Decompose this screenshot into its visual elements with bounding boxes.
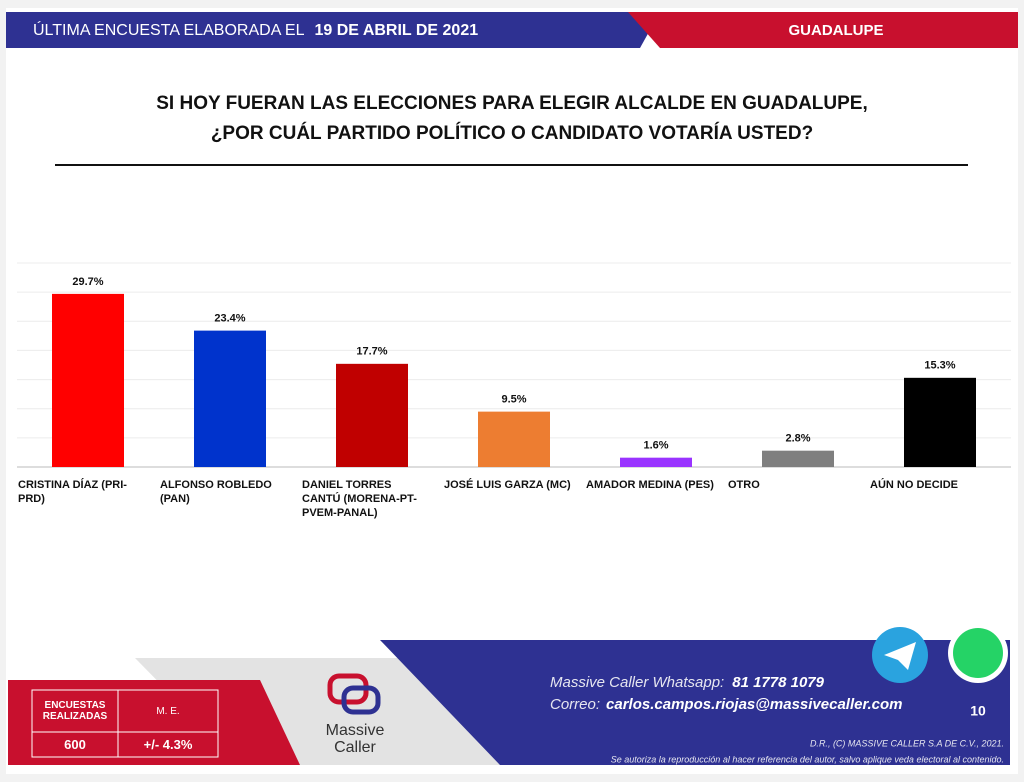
page-number: 10 — [970, 703, 986, 719]
value-label: 23.4% — [214, 313, 245, 325]
table-value: +/- 4.3% — [143, 737, 193, 752]
x-tick-label: DANIEL TORRES CANTÚ (MORENA-PT-PVEM-PANA… — [302, 479, 417, 519]
chart-title: ¿POR CUÁL PARTIDO POLÍTICO O CANDIDATO V… — [211, 122, 813, 144]
notice: Se autoriza la reproducción al hacer ref… — [611, 754, 1004, 764]
footer-navy — [380, 640, 1010, 765]
whatsapp-icon — [953, 628, 1003, 678]
footer-red — [8, 680, 300, 765]
logo-text: Massive — [326, 722, 385, 739]
whatsapp-line: Massive Caller Whatsapp: 81 1778 1079 — [550, 674, 825, 691]
bar — [194, 330, 266, 467]
value-label: 2.8% — [785, 433, 810, 445]
whatsapp-label: Massive Caller Whatsapp: — [550, 674, 724, 691]
header-date: 19 DE ABRIL DE 2021 — [315, 22, 479, 39]
bar — [52, 293, 124, 467]
value-label: 9.5% — [501, 394, 526, 406]
x-tick-label: ALFONSO ROBLEDO (PAN) — [160, 479, 272, 505]
email-line: Correo: carlos.campos.riojas@massivecalle… — [550, 696, 903, 713]
chart-title: SI HOY FUERAN LAS ELECCIONES PARA ELEGIR… — [156, 93, 868, 114]
summary-table — [31, 689, 219, 758]
value-label: 15.3% — [924, 360, 955, 372]
whatsapp-number: 81 1778 1079 — [732, 674, 824, 691]
bar — [904, 377, 976, 467]
table-header: M. E. — [156, 705, 180, 717]
logo: Massive Caller — [326, 673, 385, 756]
logo-text: Caller — [334, 739, 376, 756]
bar — [762, 450, 834, 467]
header-text: ÚLTIMA ENCUESTA ELABORADA EL 19 DE ABRIL … — [33, 20, 478, 39]
value-label: 29.7% — [72, 276, 103, 288]
x-tick-label: JOSÉ LUIS GARZA (MC) — [444, 479, 571, 491]
table-header: ENCUESTAS REALIZADAS — [42, 700, 108, 722]
header-region: GUADALUPE — [788, 22, 883, 39]
x-tick-label: AMADOR MEDINA (PES) — [586, 479, 714, 491]
x-tick-label: CRISTINA DÍAZ (PRI-PRD) — [18, 479, 127, 505]
email-label: Correo: — [550, 696, 600, 713]
email: carlos.campos.riojas@massivecaller.com — [606, 696, 902, 713]
x-tick-label: AÚN NO DECIDE — [870, 479, 959, 491]
copyright: D.R., (C) MASSIVE CALLER S.A DE C.V., 20… — [810, 738, 1004, 748]
bar — [620, 457, 692, 467]
value-label: 1.6% — [643, 440, 668, 452]
header-band-red — [628, 12, 1018, 48]
value-label: 17.7% — [356, 346, 387, 358]
bar — [478, 411, 550, 467]
header-prefix: ÚLTIMA ENCUESTA ELABORADA EL — [33, 20, 305, 39]
telegram-icon — [884, 642, 916, 670]
table-value: 600 — [64, 737, 86, 752]
logo-icon — [341, 685, 381, 715]
header-band — [6, 12, 660, 48]
x-tick-label: OTRO — [728, 479, 760, 491]
bar — [336, 363, 408, 467]
